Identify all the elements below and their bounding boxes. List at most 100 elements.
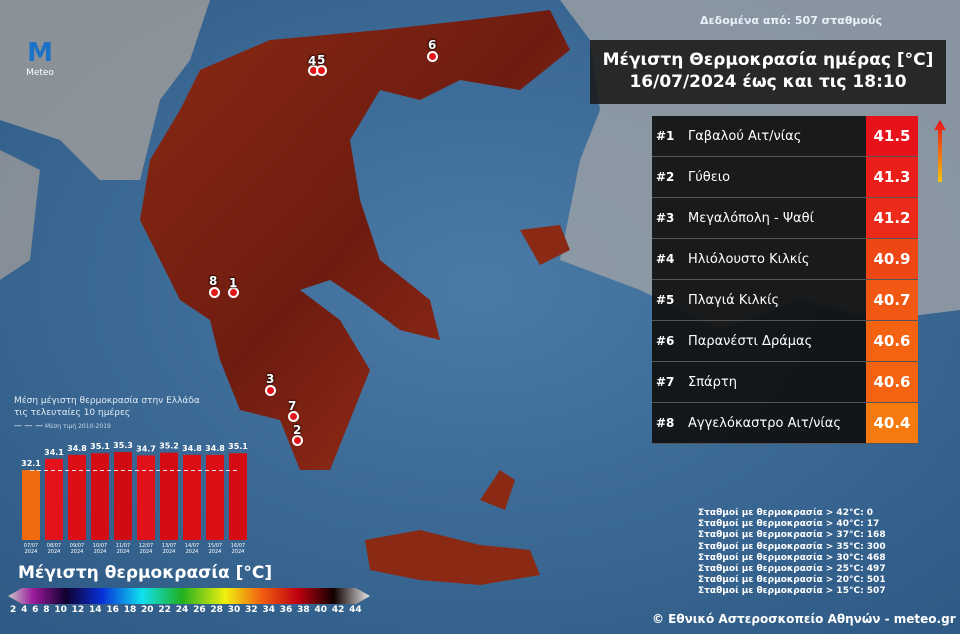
logo-text: Meteo (26, 68, 54, 78)
station-stat-line: Σταθμοί με θερμοκρασία > 20°C: 501 (698, 575, 886, 586)
station-marker[interactable] (292, 435, 303, 446)
data-source-note: Δεδομένα από: 507 σταθμούς (700, 14, 882, 27)
arrow-up-icon (934, 120, 946, 182)
bar (22, 470, 40, 540)
station-marker[interactable] (265, 385, 276, 396)
station-name: Γαβαλού Αιτ/νίας (688, 128, 802, 144)
rank: #1 (656, 129, 675, 143)
station-stat-line: Σταθμοί με θερμοκρασία > 15°C: 507 (698, 586, 886, 597)
logo-mark: M (27, 38, 53, 68)
colorbar-tick: 36 (279, 605, 293, 615)
station-name: Πλαγιά Κιλκίς (688, 292, 780, 308)
colorbar-tick: 24 (175, 605, 189, 615)
date-label: 09/07 (70, 543, 84, 549)
bar-value-label: 34.8 (205, 444, 225, 453)
bar-value-label: 35.1 (90, 442, 110, 451)
colorbar-tick: 28 (210, 605, 223, 615)
colorbar-ticks: 2 4 6 8 10 12 14 16 18 20 22 24 26 28 30 32 34 36 38 40 42 44 (10, 605, 362, 615)
colorbar-tick: 18 (123, 605, 137, 615)
station-marker[interactable] (209, 287, 220, 298)
station-stat-line: Σταθμοί με θερμοκρασία > 35°C: 300 (698, 541, 886, 552)
temperature-value: 40.6 (866, 362, 918, 402)
bar (114, 452, 132, 540)
station-stat-line: Σταθμοί με θερμοκρασία > 40°C: 17 (698, 519, 880, 530)
year-label: 2024 (163, 549, 176, 555)
colorbar-title: Μέγιστη θερμοκρασία [°C] (18, 563, 273, 583)
colorbar-tick: 40 (314, 605, 327, 615)
bar (68, 454, 86, 540)
meteo-logo: M Meteo (14, 38, 66, 84)
station-marker[interactable] (228, 287, 239, 298)
rank: #8 (656, 416, 675, 430)
year-label: 2024 (232, 549, 245, 555)
temperature-value: 40.4 (866, 403, 918, 443)
rank: #6 (656, 334, 675, 348)
rank: #7 (656, 375, 675, 389)
date-label: 08/07 (47, 543, 61, 549)
year-label: 2024 (25, 549, 38, 555)
bar-value-label: 34.8 (182, 444, 202, 453)
year-label: 2024 (94, 549, 107, 555)
italy-land (0, 150, 40, 280)
bar-value-label: 32.1 (21, 459, 41, 468)
bar-value-label: 35.2 (159, 442, 179, 451)
rank: #3 (656, 211, 675, 225)
greece-mainland (140, 10, 570, 470)
reference-label: Μέση τιμή 2010-2019 (45, 423, 111, 430)
temperature-value: 40.7 (866, 280, 918, 320)
reference-legend: — — — Μέση τιμή 2010-2019 (14, 421, 111, 430)
temperature-value: 40.6 (866, 321, 918, 361)
ranking-row: #2 Γύθειο 41.3 (652, 157, 918, 198)
station-marker-label: 3 (266, 372, 275, 386)
station-marker[interactable] (316, 65, 327, 76)
year-label: 2024 (71, 549, 84, 555)
station-name: Σπάρτη (688, 374, 737, 390)
title-line-1: Μέγιστη Θερμοκρασία ημέρας [°C] (602, 50, 934, 70)
rank: #4 (656, 252, 675, 266)
station-marker-label: 1 (229, 276, 238, 290)
ranking-row: #5 Πλαγιά Κιλκίς 40.7 (652, 280, 918, 321)
colorbar-tick: 34 (262, 605, 275, 615)
ranking-row: #6 Παρανέστι Δράμας 40.6 (652, 321, 918, 362)
ranking-row: #1 Γαβαλού Αιτ/νίας 41.5 (652, 116, 918, 157)
station-marker[interactable] (427, 51, 438, 62)
station-marker-label: 6 (428, 38, 437, 52)
colorbar-tick: 20 (141, 605, 154, 615)
daily-mean-bar-chart: 32.107/07202434.108/07202434.809/0720243… (21, 441, 248, 555)
year-label: 2024 (209, 549, 222, 555)
colorbar-tick: 44 (349, 605, 362, 615)
ranking-table: #1 Γαβαλού Αιτ/νίας 41.5 #2 Γύθειο 41.3 #3 Μεγα… (652, 116, 918, 444)
rank: #2 (656, 170, 675, 184)
year-label: 2024 (140, 549, 153, 555)
temperature-value: 41.2 (866, 198, 918, 238)
station-stat-line: Σταθμοί με θερμοκρασία > 30°C: 468 (698, 552, 886, 563)
colorbar-tick: 42 (331, 605, 345, 615)
colorbar-tick: 32 (245, 605, 258, 615)
bar-value-label: 34.1 (44, 448, 64, 457)
colorbar-tick: 6 (32, 605, 39, 615)
bar-value-label: 34.7 (136, 444, 156, 453)
station-name: Αγγελόκαστρο Αιτ/νίας (688, 415, 841, 431)
crete-island (365, 530, 540, 585)
date-label: 14/07 (185, 543, 199, 549)
station-marker-label: 2 (293, 423, 302, 437)
colorbar-tick: 10 (54, 605, 67, 615)
bar (137, 455, 155, 540)
colorbar-tick: 30 (227, 605, 241, 615)
ranking-row: #7 Σπάρτη 40.6 (652, 362, 918, 403)
colorbar-tick: 14 (89, 605, 102, 615)
bar (206, 454, 224, 540)
date-label: 15/07 (208, 543, 222, 549)
date-label: 07/07 (24, 543, 38, 549)
temperature-value: 40.9 (866, 239, 918, 279)
station-stat-line: Σταθμοί με θερμοκρασία > 37°C: 168 (698, 530, 886, 541)
copyright: © Εθνικό Αστεροσκοπείο Αθηνών - meteo.gr (652, 612, 956, 626)
ranking-row: #4 Ηλιόλουστο Κιλκίς 40.9 (652, 239, 918, 280)
colorbar (8, 588, 370, 604)
station-marker[interactable] (288, 411, 299, 422)
temperature-value: 41.3 (866, 157, 918, 197)
station-name: Ηλιόλουστο Κιλκίς (688, 251, 810, 267)
station-marker-label: 8 (209, 274, 218, 288)
date-label: 11/07 (116, 543, 130, 549)
bar (229, 453, 247, 540)
